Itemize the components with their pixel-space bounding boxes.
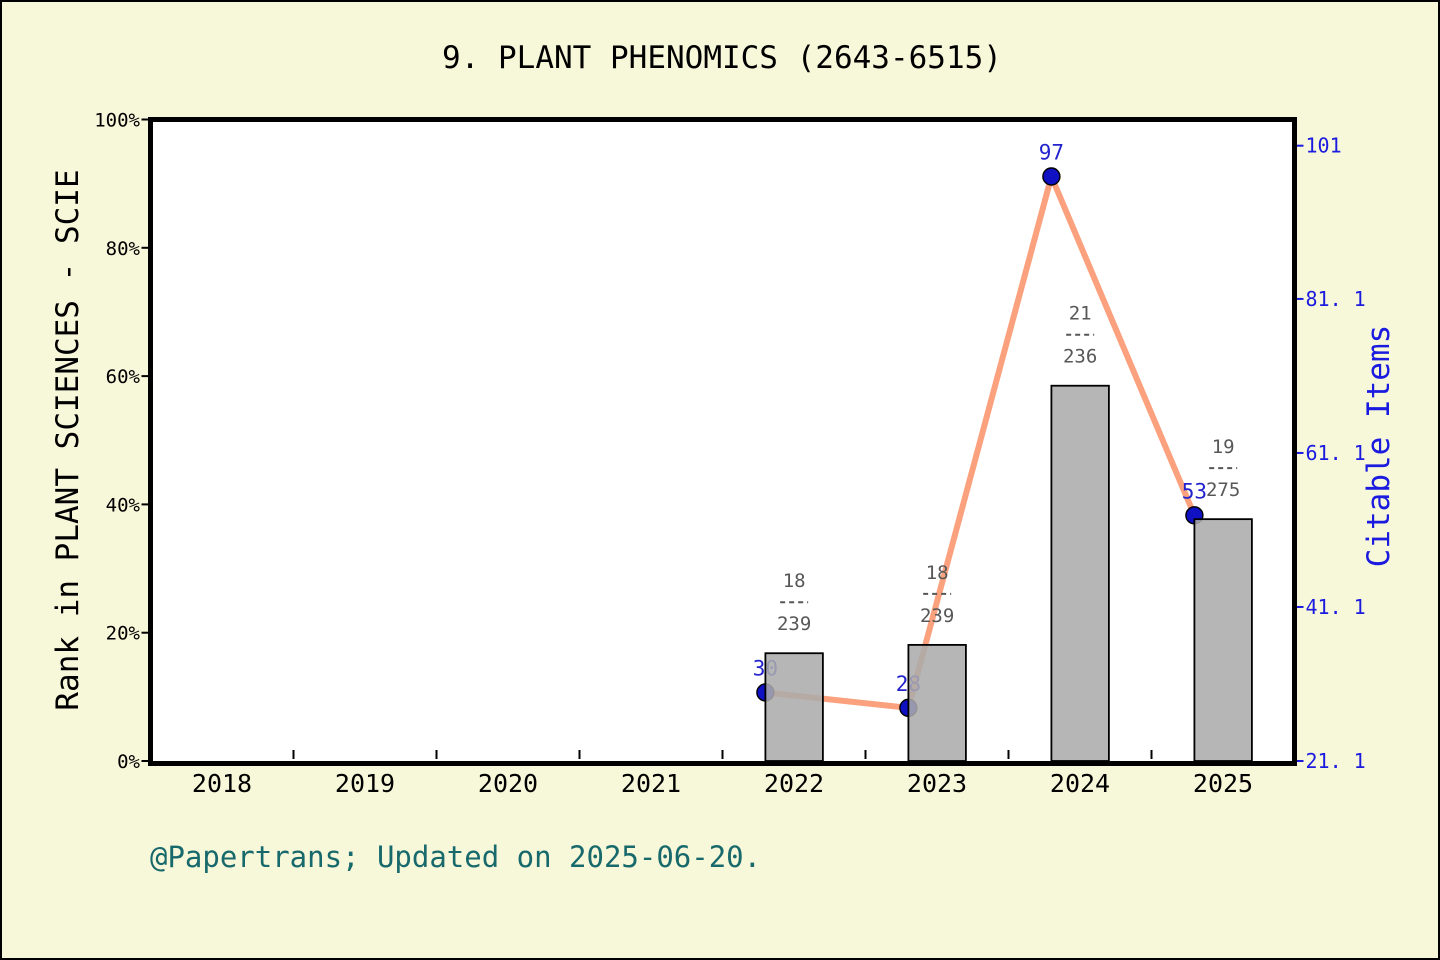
left-tick-label: 60%	[106, 366, 141, 388]
fraction-denominator-2025: 275	[1206, 479, 1240, 501]
right-tick-label: 81. 1	[1306, 287, 1366, 311]
data-point-2024	[1042, 167, 1061, 186]
year-label-2023: 2023	[907, 769, 967, 798]
right-tick-label: 61. 1	[1306, 441, 1366, 465]
year-label-2020: 2020	[478, 769, 538, 798]
citable-items-line	[762, 173, 1198, 711]
year-label-2018: 2018	[192, 769, 252, 798]
left-tick-label: 100%	[94, 110, 140, 132]
plot-area	[150, 119, 1295, 761]
fraction-denominator-2023: 239	[920, 605, 954, 627]
right-axis-title: Citable Items	[1361, 324, 1397, 568]
fraction-denominator-2024: 236	[1063, 346, 1097, 368]
left-axis-title: Rank in PLANT SCIENCES - SCIE	[50, 169, 86, 711]
plot-border	[148, 117, 1297, 766]
value-label-2025: 53	[1182, 479, 1207, 503]
year-label-2025: 2025	[1193, 769, 1253, 798]
bar-2024	[1050, 384, 1110, 762]
year-label-2022: 2022	[764, 769, 824, 798]
fraction-numerator-2022: 18	[783, 570, 806, 592]
right-tick-label: 41. 1	[1306, 595, 1366, 619]
left-tick-label: 0%	[117, 751, 140, 773]
left-tick-label: 80%	[106, 238, 141, 260]
bar-2023	[907, 643, 967, 762]
bar-2025	[1193, 518, 1253, 762]
left-tick-label: 20%	[106, 623, 141, 645]
year-label-2021: 2021	[621, 769, 681, 798]
value-label-2024: 97	[1039, 140, 1064, 164]
year-label-2019: 2019	[335, 769, 395, 798]
footer-credit: @Papertrans; Updated on 2025-06-20.	[150, 840, 762, 874]
left-tick-label: 40%	[106, 494, 141, 516]
fraction-numerator-2023: 18	[926, 562, 949, 584]
year-label-2024: 2024	[1050, 769, 1110, 798]
bar-2022	[764, 652, 824, 762]
fraction-numerator-2024: 21	[1069, 303, 1092, 325]
fraction-numerator-2025: 19	[1212, 436, 1235, 458]
fraction-denominator-2022: 239	[777, 613, 811, 635]
right-tick-label: 21. 1	[1306, 749, 1366, 773]
right-tick-label: 101	[1306, 134, 1342, 158]
chart-title: 9. PLANT PHENOMICS (2643-6515)	[442, 40, 1002, 76]
